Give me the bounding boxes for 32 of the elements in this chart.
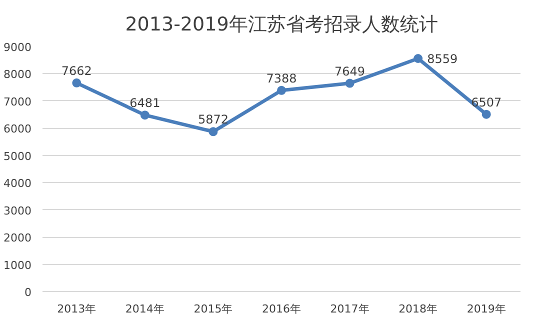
point [482, 110, 491, 119]
x-tick-label: 2014年 [125, 302, 164, 316]
data-label: 5872 [198, 112, 228, 127]
y-tick-label: 8000 [4, 68, 32, 82]
point [277, 86, 286, 95]
data-label: 7662 [61, 64, 92, 78]
y-tick-label: 0 [24, 286, 32, 299]
x-tick-label: 2017年 [330, 302, 370, 316]
point [140, 110, 150, 120]
point [345, 78, 354, 88]
x-tick-label: 2015年 [194, 302, 233, 316]
x-tick-label: 2013年 [57, 302, 96, 316]
data-label: 7649 [334, 64, 366, 78]
data-label: 7388 [266, 71, 297, 86]
point [208, 127, 218, 136]
y-tick-label: 7000 [4, 95, 32, 108]
data-label: 6507 [471, 95, 502, 110]
point [72, 78, 82, 88]
y-tick-label: 5000 [4, 150, 32, 163]
data-label: 8559 [427, 52, 458, 66]
point [414, 54, 423, 63]
y-tick-label: 9000 [4, 41, 32, 54]
y-tick-label: 3000 [4, 204, 32, 218]
x-tick-label: 2018年 [398, 302, 438, 316]
y-tick-label: 6000 [4, 122, 32, 136]
y-tick-label: 1000 [4, 258, 32, 272]
x-tick-label: 2019年 [466, 302, 506, 316]
y-tick-label: 4000 [4, 177, 32, 190]
y-tick-label: 2000 [4, 232, 32, 245]
x-tick-label: 2016年 [262, 302, 302, 316]
chart-title: 2013-2019年江苏省考招录人数统计 [125, 14, 438, 36]
data-label: 6481 [130, 96, 160, 110]
